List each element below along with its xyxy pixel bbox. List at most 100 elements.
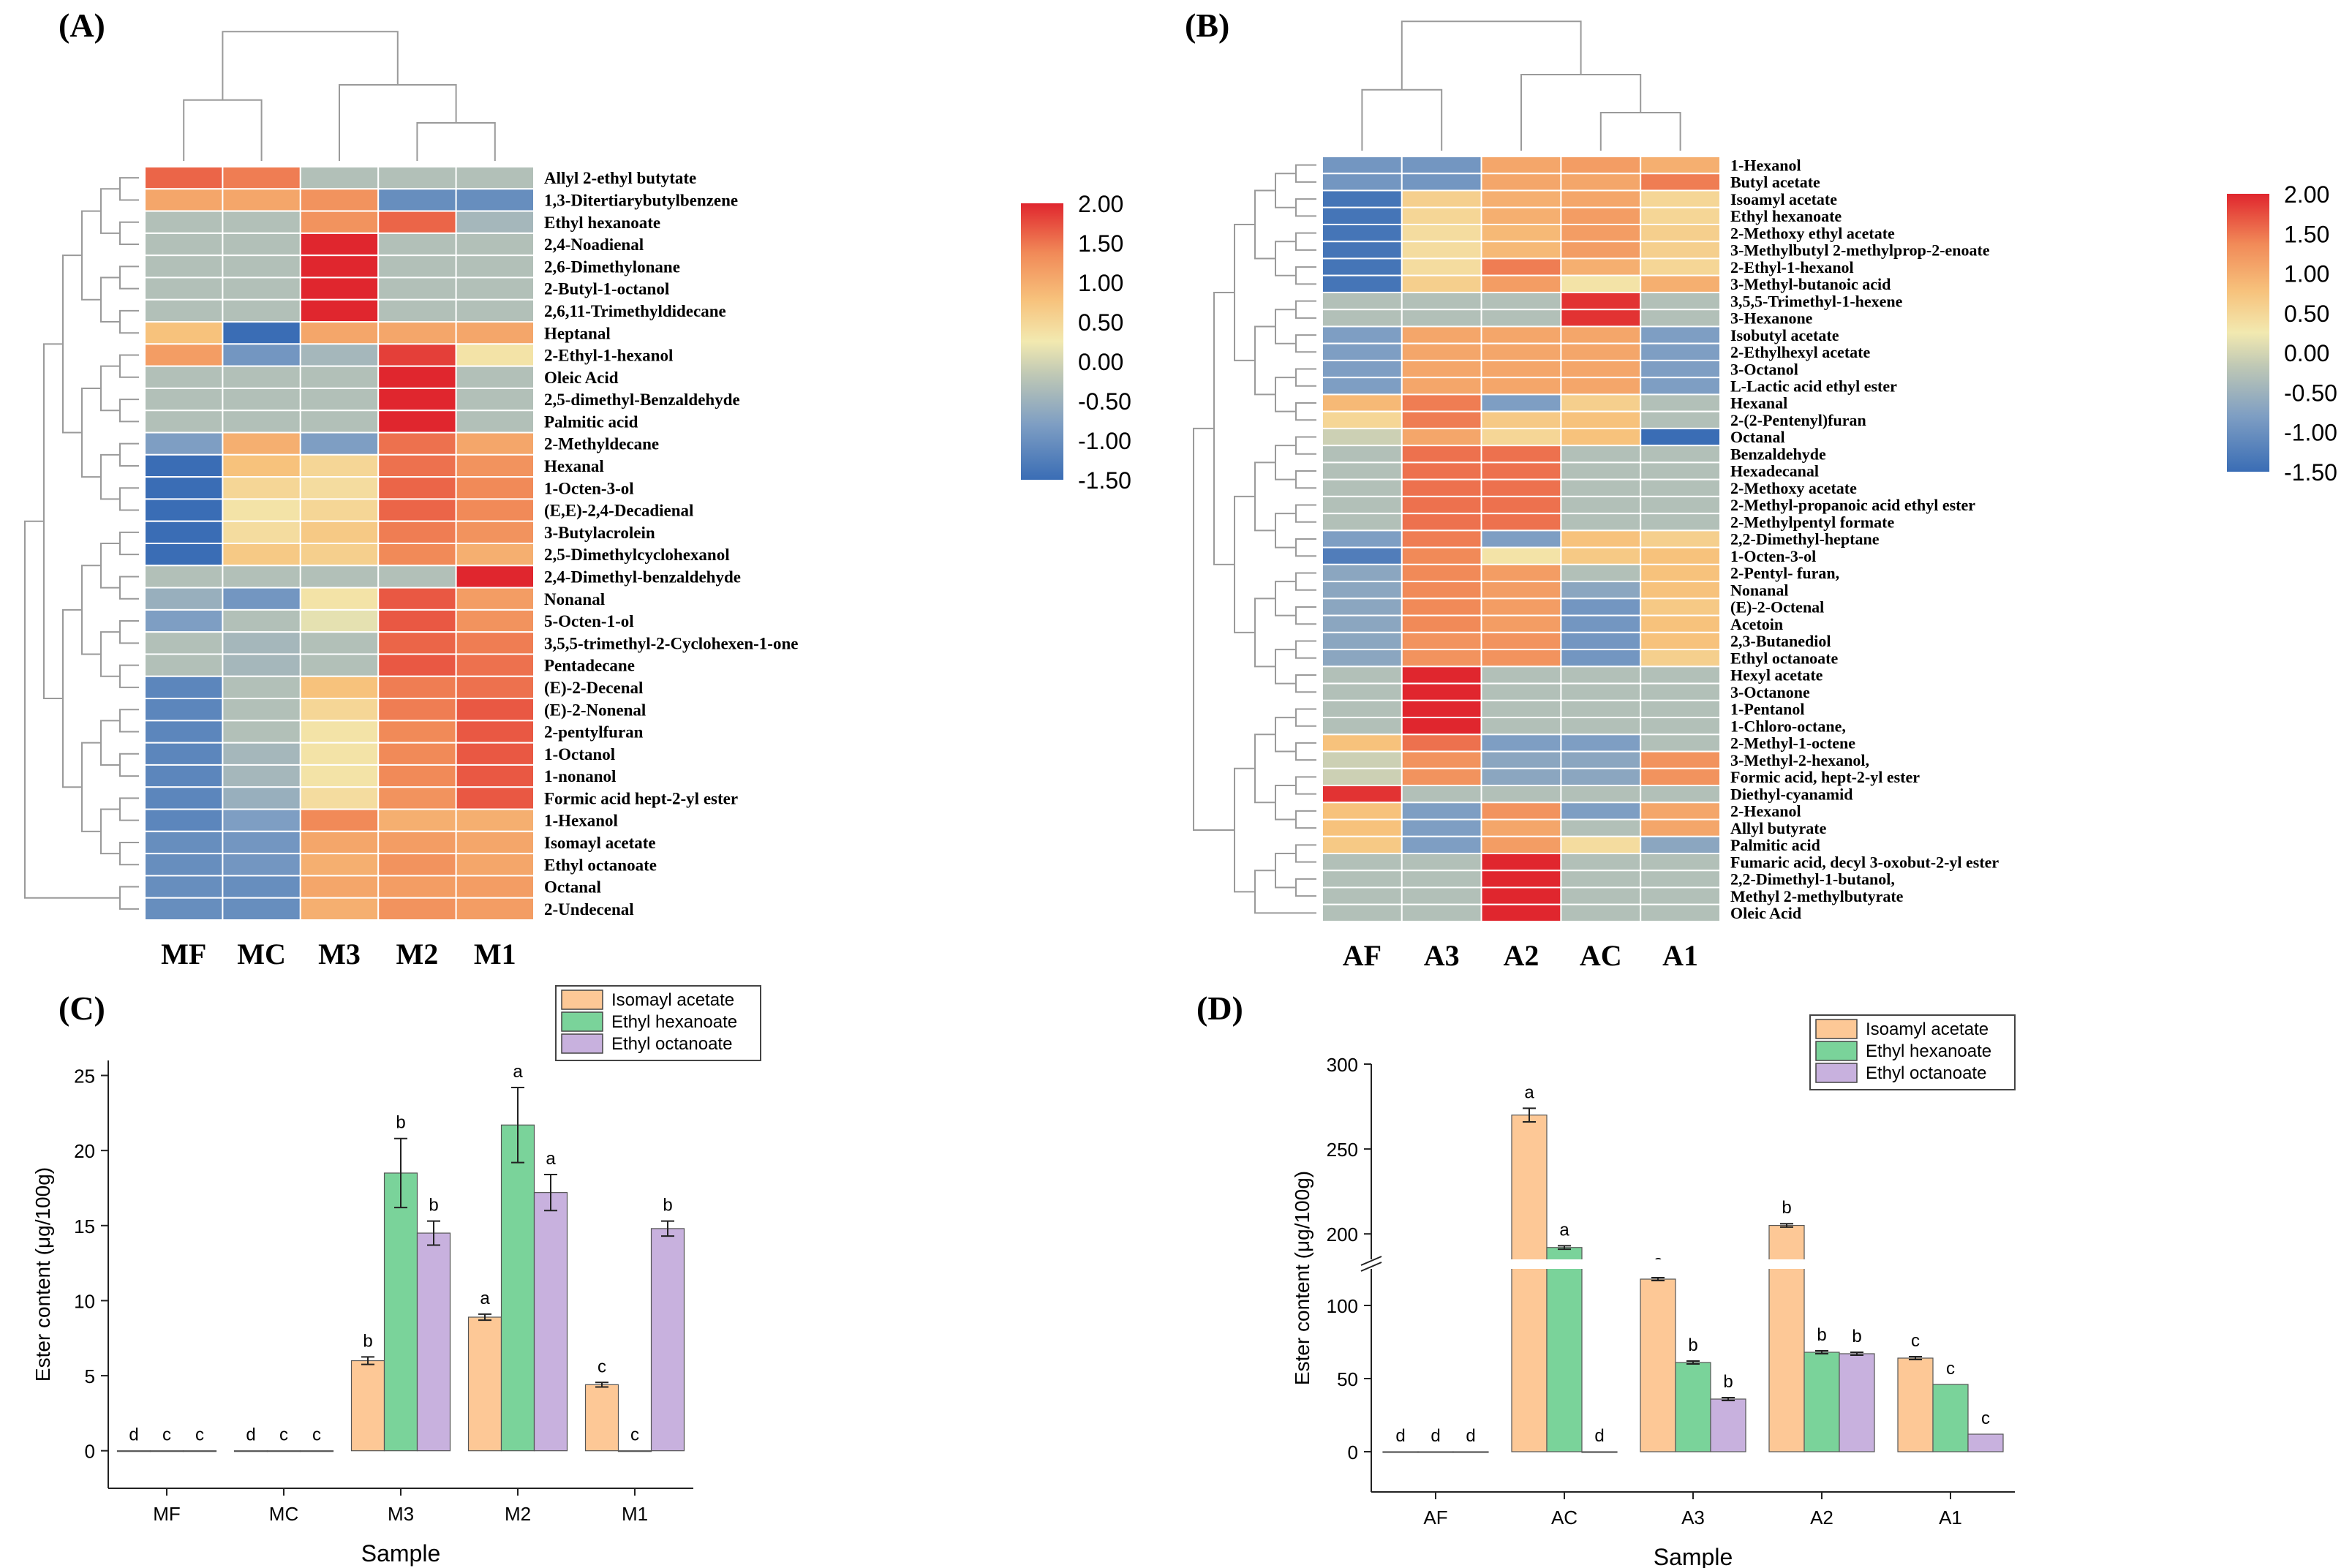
row-dendrogram-branch	[1295, 776, 1316, 795]
heatmap-cell	[455, 565, 535, 589]
column-label-a3: A3	[1424, 939, 1460, 972]
heatmap-cell	[1322, 513, 1403, 532]
heatmap-cell	[455, 410, 535, 434]
panel-d-bar-chart: (D) 0 50 100 200 250 300 d d d AF a a d AC c b b A3 b b b A2 c c…	[1196, 990, 2025, 1568]
heatmap-cell	[455, 830, 535, 855]
heatmap-cell	[1560, 461, 1642, 480]
row-label-1-octen-3-ol: 1-Octen-3-ol	[1730, 547, 1816, 565]
row-label-ethyl-octanoate: Ethyl octanoate	[544, 856, 657, 874]
bar-isomayl-acetate-m1	[584, 1384, 619, 1452]
y-tick-label: 15	[74, 1215, 95, 1237]
significance-letter: c	[598, 1357, 606, 1376]
heatmap-cell	[144, 543, 224, 567]
heatmap-cell	[1401, 529, 1482, 549]
row-dendrogram-branch	[1275, 853, 1296, 889]
row-dendrogram-branch	[1295, 436, 1316, 455]
y-tick-label: 250	[1327, 1139, 1358, 1161]
row-label-1-nonanol: 1-nonanol	[544, 767, 616, 785]
row-dendrogram-branch	[119, 354, 139, 378]
significance-letter: d	[1395, 1426, 1405, 1446]
heatmap-cell	[299, 720, 380, 744]
row-label-3-butylacrolein: 3-Butylacrolein	[544, 524, 655, 542]
heatmap-cell	[222, 742, 301, 766]
heatmap-cell	[1560, 614, 1642, 633]
significance-letter: c	[279, 1425, 288, 1445]
row-label-2-methyldecane: 2-Methyldecane	[544, 435, 659, 453]
row-label-nonanal: Nonanal	[1730, 581, 1788, 599]
heatmap-cell	[1322, 241, 1403, 260]
heatmap-cell	[1480, 241, 1562, 260]
row-label-allyl-butyrate: Allyl butyrate	[1730, 819, 1827, 837]
row-dendrogram-branch	[1295, 198, 1316, 217]
heatmap-cell	[455, 587, 535, 611]
row-label-2-3-butanediol: 2,3-Butanediol	[1730, 632, 1831, 650]
heatmap-cell	[299, 565, 380, 589]
row-dendrogram-branch	[1295, 368, 1316, 387]
heatmap-cell	[1480, 359, 1562, 379]
legend-swatch-isomayl-acetate	[561, 990, 603, 1010]
heatmap-cell	[1322, 359, 1403, 379]
heatmap-cell	[144, 188, 224, 212]
heatmap-cell	[299, 897, 380, 921]
column-dendrogram-branch	[183, 99, 263, 161]
heatmap-cell	[1640, 156, 1721, 175]
row-dendrogram-branch	[1295, 572, 1316, 591]
heatmap-cell	[1640, 274, 1721, 293]
row-dendrogram-branch	[119, 442, 139, 467]
heatmap-cell	[1480, 445, 1562, 464]
heatmap-cell	[1401, 495, 1482, 515]
heatmap-cell	[299, 587, 380, 611]
column-dendrogram-branch	[1401, 20, 1582, 90]
heatmap-cell	[299, 631, 380, 655]
heatmap-cell	[1480, 206, 1562, 225]
heatmap-cell	[1322, 598, 1403, 617]
heatmap-cell	[144, 764, 224, 788]
row-label-2-methoxy-acetate: 2-Methoxy acetate	[1730, 479, 1857, 497]
x-tick-label-ac: AC	[1551, 1507, 1578, 1529]
heatmap-cell	[222, 631, 301, 655]
heatmap-cell	[1640, 870, 1721, 889]
bar-isoamyl-acetate-a3	[1640, 1278, 1676, 1452]
heatmap-cell	[1322, 666, 1403, 685]
heatmap-cell	[144, 897, 224, 921]
heatmap-cell	[299, 675, 380, 700]
heatmap-cell	[455, 520, 535, 544]
heatmap-cell	[455, 786, 535, 810]
heatmap-cell	[377, 653, 457, 677]
bar-isomayl-acetate-mc	[233, 1450, 268, 1452]
heatmap-cell	[1480, 257, 1562, 276]
heatmap-cell	[377, 631, 457, 655]
heatmap-cell	[1401, 461, 1482, 480]
heatmap-cell	[455, 166, 535, 190]
row-dendrogram-branch	[24, 520, 120, 899]
legend-label-ethyl-octanoate: Ethyl octanoate	[1866, 1063, 1986, 1083]
row-label-3-methylbutyl-2-methylprop-2-enoate: 3-Methylbutyl 2-methylprop-2-enoate	[1730, 241, 1990, 260]
row-label-2-methyl-1-octene: 2-Methyl-1-octene	[1730, 734, 1855, 753]
bar-isomayl-acetate-mf	[116, 1450, 151, 1452]
heatmap-cell	[1640, 241, 1721, 260]
heatmap-cell	[377, 875, 457, 899]
heatmap-cell	[1480, 649, 1562, 668]
row-dendrogram-branch	[119, 576, 139, 600]
row-label-butyl-acetate: Butyl acetate	[1730, 173, 1820, 192]
heatmap-cell	[1640, 666, 1721, 685]
colorbar-tick-label: -1.50	[2284, 459, 2337, 486]
heatmap-cell	[1401, 886, 1482, 905]
row-dendrogram-branch	[81, 387, 101, 478]
heatmap-cell	[144, 631, 224, 655]
row-label-ethyl-octanoate: Ethyl octanoate	[1730, 649, 1839, 667]
row-dendrogram-branch	[1275, 241, 1296, 276]
y-tick-label: 5	[85, 1365, 95, 1387]
heatmap-cell	[1640, 853, 1721, 872]
heatmap-cell	[144, 853, 224, 877]
x-tick-label-mc: MC	[269, 1503, 298, 1525]
heatmap-cell	[1401, 649, 1482, 668]
heatmap-cell	[455, 476, 535, 500]
heatmap-cell	[144, 255, 224, 279]
heatmap-cell	[1401, 342, 1482, 361]
heatmap-cell	[144, 698, 224, 722]
bar-isoamyl-acetate-a1	[1897, 1357, 1934, 1452]
heatmap-cell	[222, 166, 301, 190]
column-dendrogram-branch	[222, 31, 399, 100]
